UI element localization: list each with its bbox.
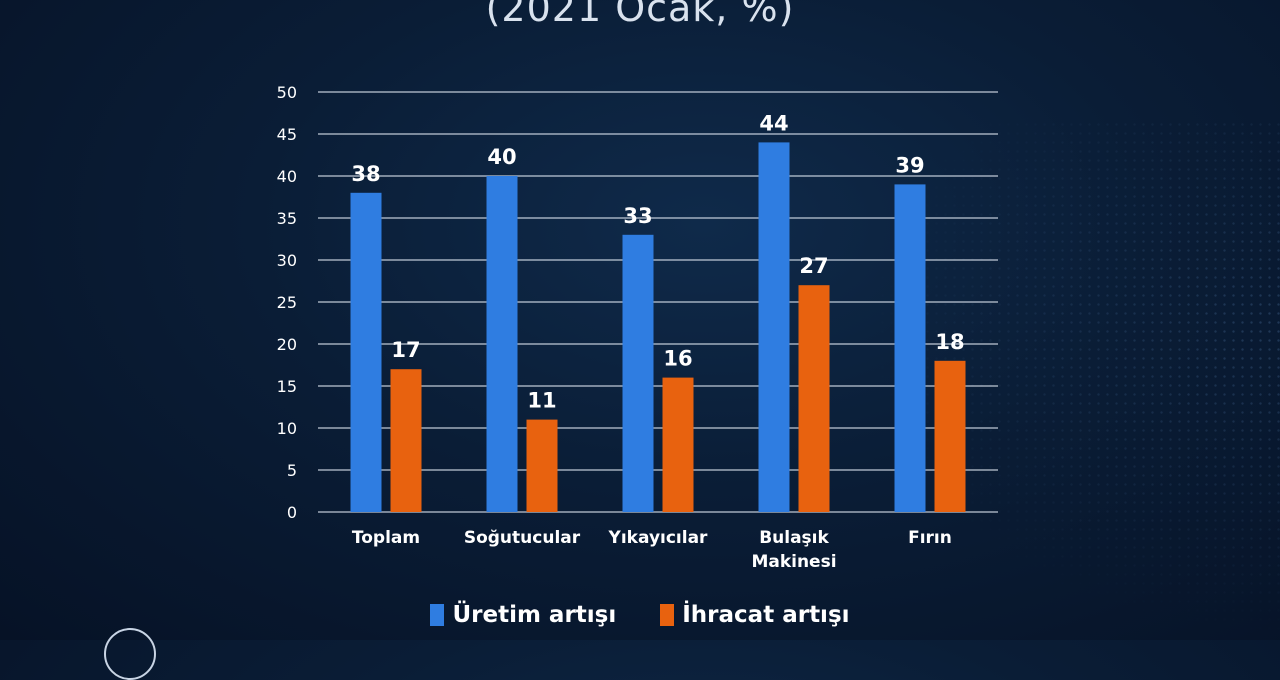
y-tick-label: 20 [277,335,297,354]
data-label: 16 [663,347,692,371]
bar-uretim [758,142,790,512]
data-label: 33 [623,204,652,228]
x-category-label: Makinesi [751,552,836,572]
y-tick-label: 30 [277,251,297,270]
bar-uretim [350,192,382,513]
y-tick-label: 40 [277,167,297,186]
data-label: 44 [759,111,788,135]
x-category-label: Toplam [352,528,420,548]
y-tick-label: 0 [287,503,297,522]
data-label: 39 [895,153,924,177]
bar-uretim [486,176,518,512]
legend-swatch-uretim [430,604,445,626]
bar-ihracat [662,377,694,512]
x-category-label: Bulaşık [759,528,829,548]
y-tick-label: 50 [277,83,297,102]
data-label: 17 [391,338,420,362]
y-tick-label: 15 [277,377,297,396]
data-label: 11 [527,389,556,413]
legend-label-uretim: Üretim artışı [452,602,617,628]
data-label: 27 [799,254,828,278]
legend-label-ihracat: İhracat artışı [682,602,850,628]
y-tick-label: 45 [277,125,297,144]
legend-item-uretim: Üretim artışı [430,602,616,628]
x-category-label: Soğutucular [464,528,581,548]
bar-ihracat [798,285,830,512]
legend-swatch-ihracat [660,604,675,626]
background-dot-pattern [860,120,1280,640]
x-category-label: Yıkayıcılar [608,528,709,548]
y-tick-label: 35 [277,209,297,228]
bar-chart: 0 5 10 15 20 25 30 35 40 45 50 38 17 Toplam 40 11 Soğutu… [277,83,998,572]
data-label: 38 [351,162,380,186]
data-label: 18 [935,330,964,354]
bar-uretim [894,184,926,512]
y-tick-label: 10 [277,419,297,438]
y-tick-label: 25 [277,293,297,312]
chart-subtitle: (2021 Ocak, %) [485,0,795,30]
x-category-label: Fırın [908,528,952,548]
bar-ihracat [934,360,966,512]
data-label: 40 [487,145,516,169]
y-tick-label: 5 [287,461,297,480]
bar-ihracat [390,369,422,512]
bar-uretim [622,234,654,513]
ministry-logo [104,628,156,680]
bar-ihracat [526,419,558,512]
legend-item-ihracat: İhracat artışı [660,602,850,628]
chart-legend: Üretim artışı İhracat artışı [0,602,1280,628]
